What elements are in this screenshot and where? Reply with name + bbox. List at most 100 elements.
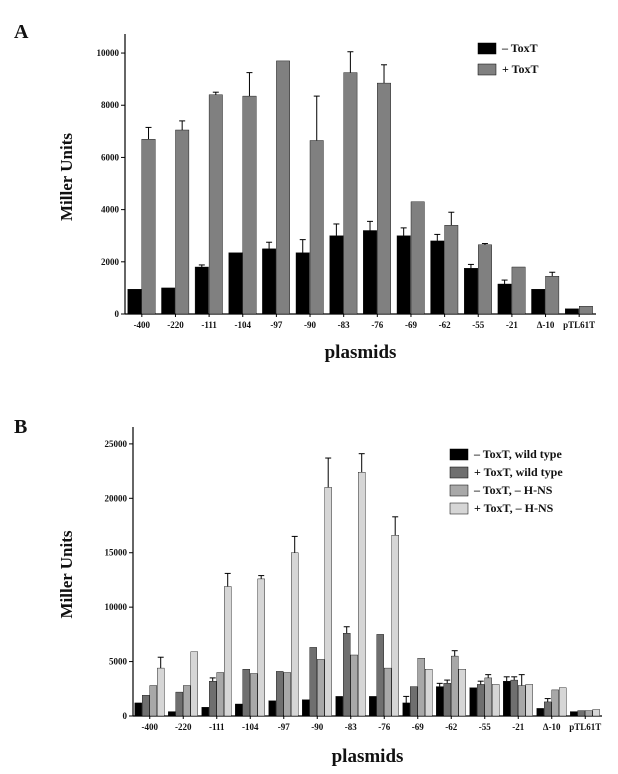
a-x-tick-label: -104	[235, 320, 252, 330]
b-x-tick-label: -97	[278, 722, 290, 732]
b-y-tick-label: 15000	[105, 548, 128, 558]
a-bar	[531, 289, 546, 315]
b-bar	[317, 659, 325, 717]
b-bar	[291, 552, 299, 717]
b-y-axis-label: Miller Units	[57, 530, 76, 618]
b-bar	[175, 691, 183, 717]
b-x-tick-label: -55	[479, 722, 491, 732]
a-x-tick-label: -90	[304, 320, 316, 330]
b-bar	[201, 707, 209, 717]
a-legend-swatch	[477, 63, 497, 76]
a-y-tick-label: 6000	[101, 152, 120, 162]
b-bar	[570, 711, 578, 717]
b-bar	[335, 696, 343, 717]
panel-a-chart: 0 2000 4000 6000 8000 10000 -400 -220 -111 -104 -9…	[57, 34, 596, 363]
a-bar	[430, 240, 445, 315]
a-bar	[194, 266, 209, 315]
b-x-tick-label: -400	[142, 722, 159, 732]
b-bar	[216, 672, 224, 717]
b-y-tick-label: 0	[123, 711, 128, 721]
b-legend-label: + ToxT, wild type	[474, 465, 563, 479]
b-bar	[209, 681, 217, 717]
b-bar	[451, 655, 459, 717]
a-bar	[161, 287, 176, 315]
panel-b-letter: B	[14, 416, 27, 438]
a-x-tick-label: -69	[405, 320, 417, 330]
b-bar	[268, 700, 276, 717]
b-bar	[559, 687, 567, 717]
b-x-tick-label: -111	[209, 722, 225, 732]
b-x-tick-label: -76	[378, 722, 390, 732]
b-bar	[525, 684, 533, 717]
b-bar	[577, 710, 585, 717]
a-bar	[141, 138, 156, 315]
a-bar	[228, 252, 243, 315]
b-bar	[551, 689, 559, 717]
a-bar	[396, 235, 411, 315]
b-bar	[518, 685, 526, 717]
a-y-tick-label: 0	[115, 309, 120, 319]
a-x-tick-label: -62	[439, 320, 451, 330]
b-bar	[149, 685, 157, 717]
a-y-tick-label: 8000	[101, 100, 120, 110]
a-bar	[343, 72, 358, 315]
a-y-tick-label: 4000	[101, 205, 120, 215]
b-bar	[425, 669, 433, 717]
b-bar	[343, 633, 351, 717]
b-bar	[257, 578, 265, 717]
b-bar	[157, 667, 165, 717]
b-bar	[503, 681, 511, 717]
b-y-tick-label: 10000	[105, 602, 128, 612]
a-bar	[377, 82, 391, 315]
a-bar	[127, 289, 142, 315]
b-bar	[302, 699, 310, 717]
b-bar	[492, 684, 500, 717]
a-bar	[175, 129, 190, 315]
b-bar	[384, 667, 392, 717]
b-bar	[436, 686, 444, 717]
b-bar	[410, 686, 418, 717]
a-bar	[242, 95, 257, 315]
b-bar	[544, 701, 552, 717]
b-bar	[458, 669, 466, 717]
a-legend-label: – ToxT	[501, 41, 538, 55]
b-bar	[168, 711, 176, 717]
b-bar	[536, 708, 544, 717]
b-bar	[235, 703, 243, 717]
a-bar	[444, 225, 459, 315]
a-bar	[295, 252, 310, 315]
b-legend-swatch	[449, 448, 469, 461]
panel-a-letter: A	[14, 21, 29, 43]
a-bar	[579, 306, 593, 315]
b-legend-label: + ToxT, – H-NS	[474, 501, 554, 515]
b-legend-swatch	[449, 502, 469, 515]
a-x-axis-label: plasmids	[325, 342, 397, 363]
b-bar	[283, 672, 291, 717]
b-bar	[391, 535, 399, 717]
a-bar	[545, 276, 560, 315]
b-bar	[592, 709, 600, 717]
a-bar	[329, 235, 344, 315]
b-bar	[369, 696, 377, 717]
b-legend-swatch	[449, 466, 469, 479]
b-x-tick-label: -69	[412, 722, 424, 732]
b-y-tick-label: 25000	[105, 439, 128, 449]
a-bar	[511, 266, 526, 315]
b-bar	[324, 487, 332, 717]
a-bar	[363, 230, 377, 315]
b-bar	[484, 677, 492, 717]
a-x-tick-label: -76	[371, 320, 383, 330]
b-x-tick-label: -83	[345, 722, 357, 732]
a-x-tick-label: Δ-10	[537, 320, 555, 330]
a-x-tick-label: -55	[472, 320, 484, 330]
b-bar	[443, 683, 451, 717]
a-legend-label: + ToxT	[502, 62, 539, 76]
a-bar	[565, 308, 579, 315]
b-bar	[376, 634, 384, 717]
a-x-tick-label: -111	[201, 320, 217, 330]
a-bar	[410, 201, 425, 315]
b-bar	[585, 710, 593, 717]
a-x-tick-label: -97	[270, 320, 282, 330]
a-bar	[478, 244, 492, 315]
a-bar	[208, 94, 223, 315]
